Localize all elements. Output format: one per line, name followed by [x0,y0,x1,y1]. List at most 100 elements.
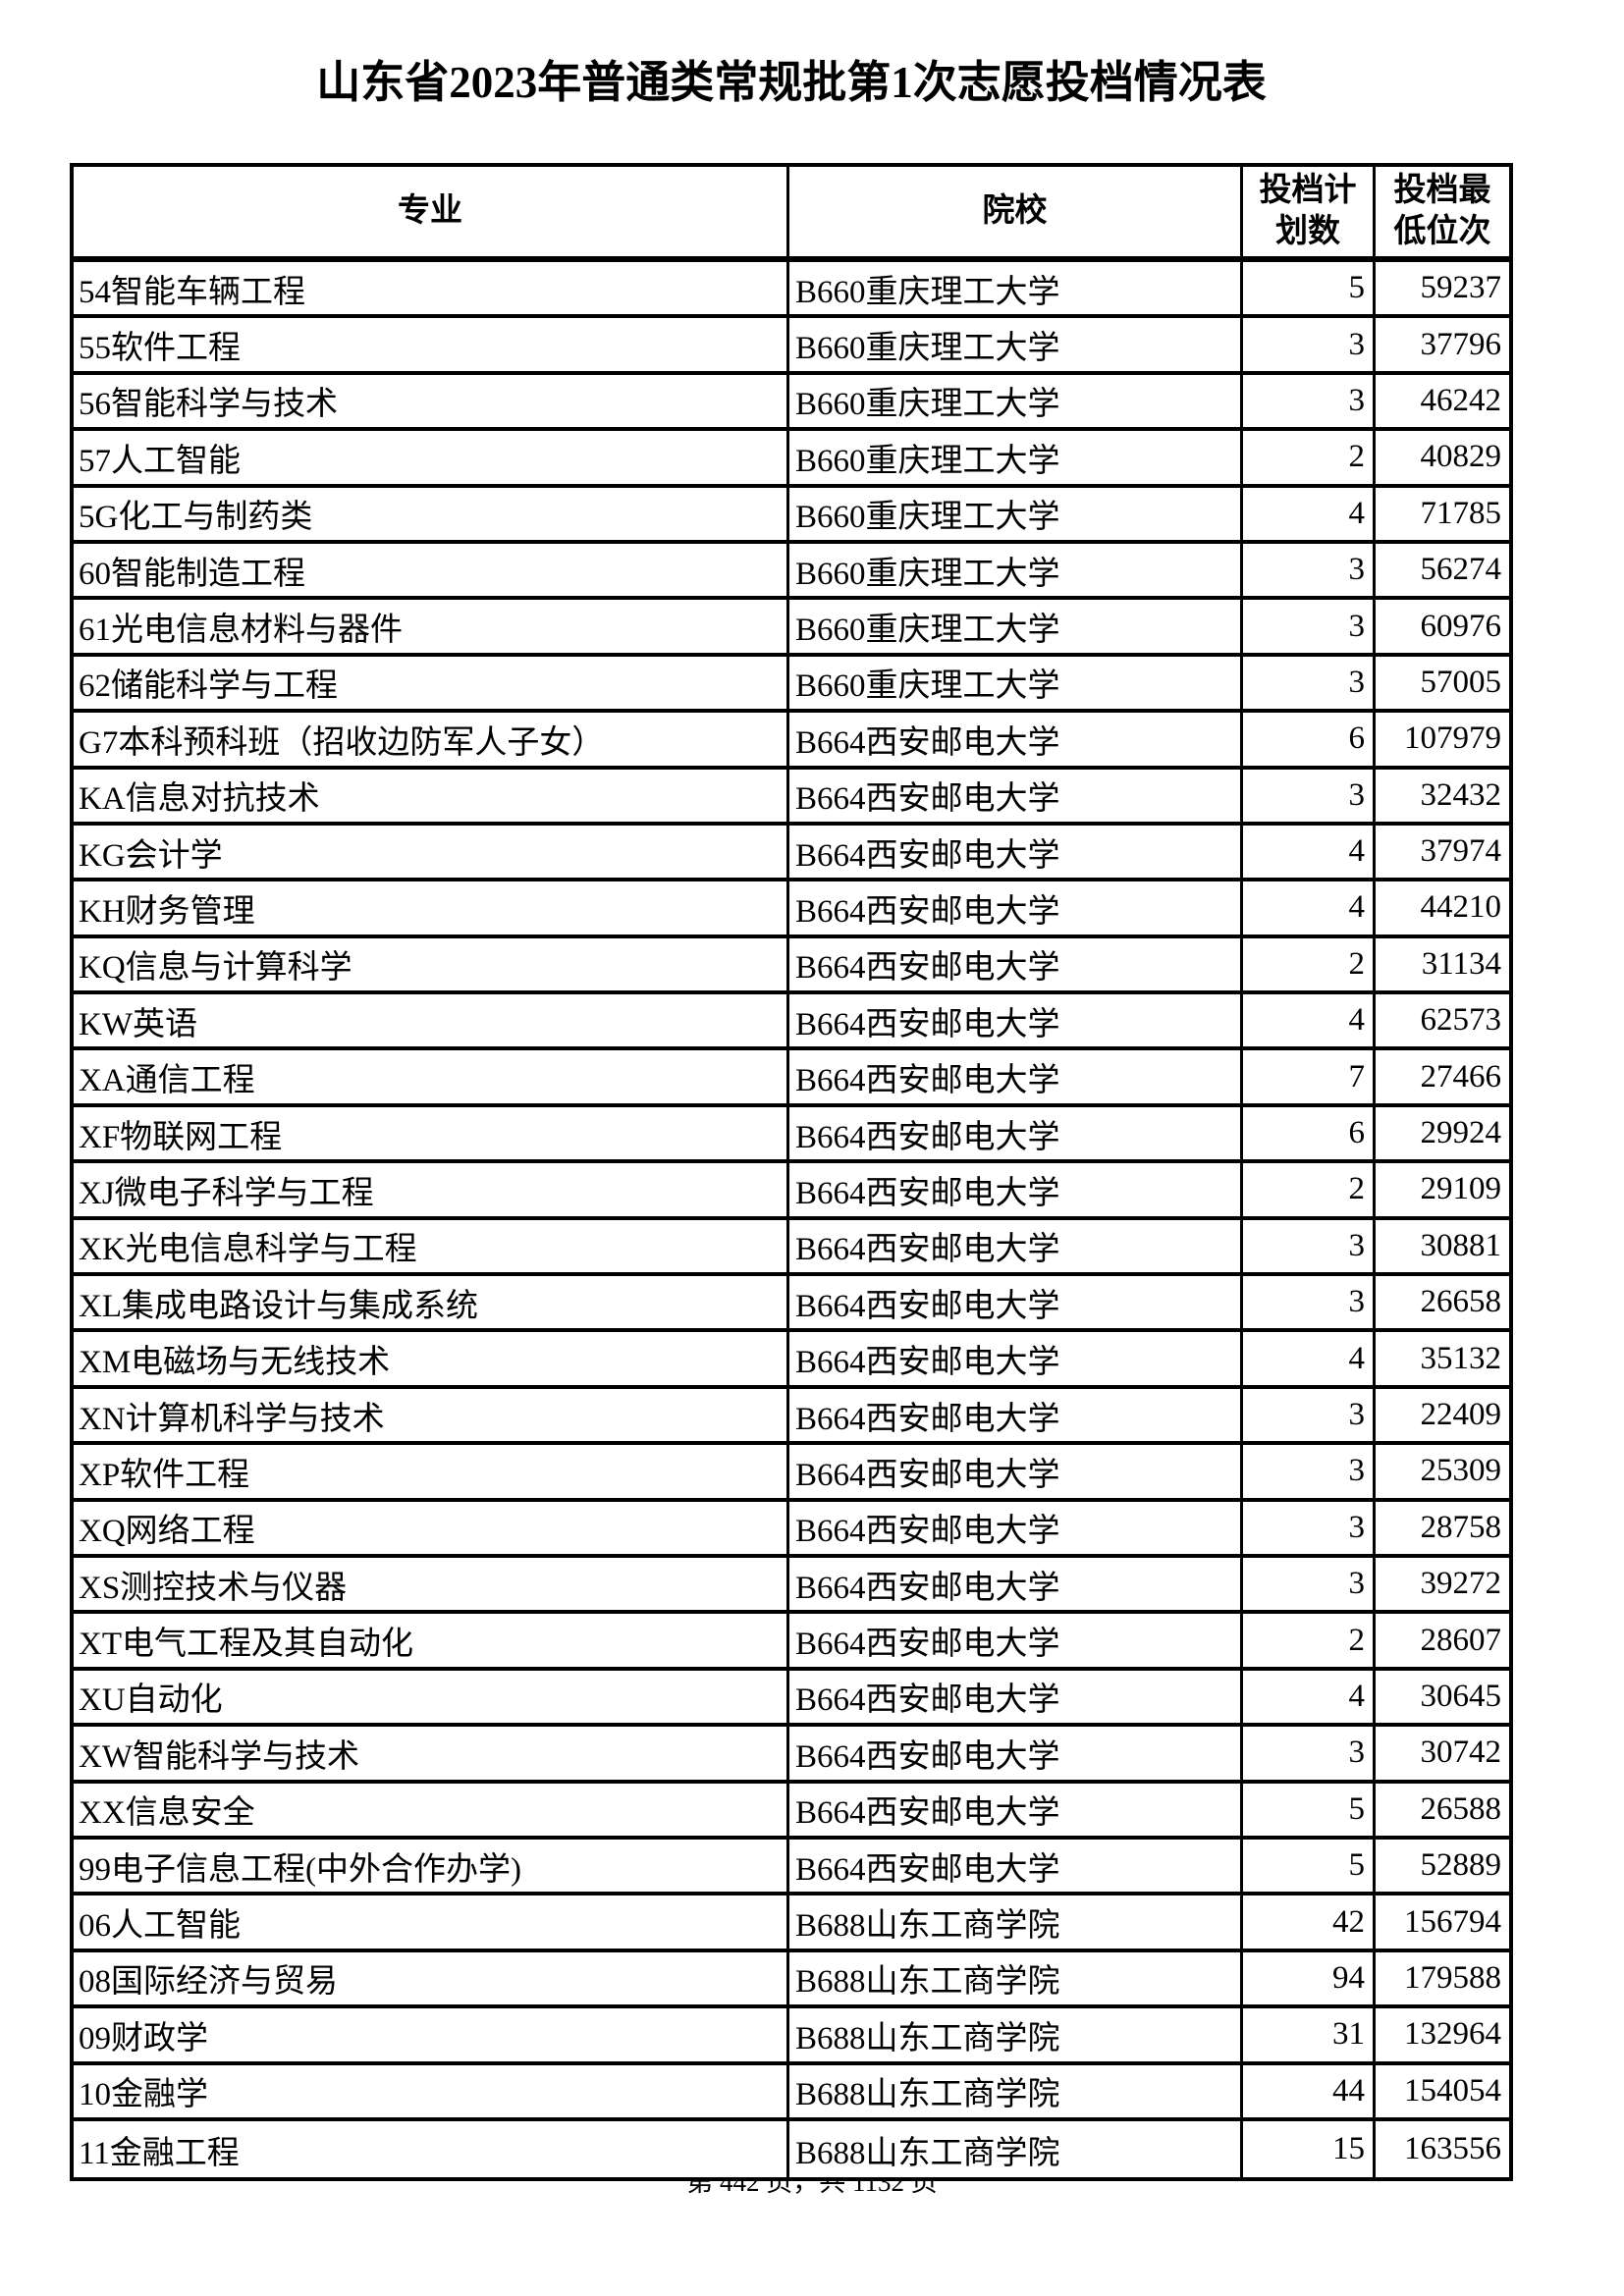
college-cell: B664西安邮电大学 [789,1501,1243,1558]
rank-cell: 35132 [1376,1332,1509,1389]
rank-cell: 22409 [1376,1389,1509,1446]
college-cell: B664西安邮电大学 [789,1050,1243,1107]
table-row: XW智能科学与技术 B664西安邮电大学 3 30742 [74,1727,1509,1784]
plan-cell: 4 [1243,487,1376,544]
plan-cell: 2 [1243,937,1376,995]
major-cell: XP软件工程 [74,1445,789,1502]
plan-cell: 7 [1243,1050,1376,1107]
rank-cell: 56274 [1376,544,1509,601]
rank-cell: 52889 [1376,1840,1509,1896]
college-cell: B660重庆理工大学 [789,431,1243,488]
major-cell: KG会计学 [74,825,789,882]
rank-cell: 26588 [1376,1784,1509,1840]
major-cell: 57人工智能 [74,431,789,488]
table-row: 56智能科学与技术 B660重庆理工大学 3 46242 [74,374,1509,432]
major-cell: 11金融工程 [74,2120,789,2178]
plan-cell: 4 [1243,1670,1376,1728]
table-row: 5G化工与制药类 B660重庆理工大学 4 71785 [74,487,1509,544]
rank-cell: 30742 [1376,1727,1509,1784]
major-cell: G7本科预科班（招收边防军人子女） [74,713,789,770]
plan-cell: 44 [1243,2064,1376,2121]
rank-cell: 28758 [1376,1502,1509,1558]
table-row: XQ网络工程 B664西安邮电大学 3 28758 [74,1501,1509,1558]
major-cell: KQ信息与计算科学 [74,937,789,995]
rank-cell: 44210 [1376,881,1509,938]
major-cell: XL集成电路设计与集成系统 [74,1276,789,1333]
table-row: XK光电信息科学与工程 B664西安邮电大学 3 30881 [74,1219,1509,1277]
college-cell: B660重庆理工大学 [789,600,1243,657]
plan-cell: 5 [1243,1783,1376,1840]
major-cell: XX信息安全 [74,1783,789,1840]
plan-cell: 3 [1243,543,1376,601]
plan-cell: 3 [1243,656,1376,714]
major-cell: KW英语 [74,994,789,1051]
rank-cell: 32432 [1376,770,1509,826]
plan-cell: 15 [1243,2120,1376,2178]
plan-cell: 4 [1243,881,1376,938]
table-row: 99电子信息工程(中外合作办学) B664西安邮电大学 5 52889 [74,1839,1509,1896]
plan-cell: 6 [1243,1106,1376,1164]
college-cell: B664西安邮电大学 [789,1276,1243,1333]
table-header: 专业 院校 投档计 划数 投档最 低位次 [74,167,1509,262]
table-row: 06人工智能 B688山东工商学院 42 156794 [74,1896,1509,1952]
major-cell: 61光电信息材料与器件 [74,600,789,657]
major-cell: 99电子信息工程(中外合作办学) [74,1839,789,1896]
rank-cell: 46242 [1376,375,1509,432]
college-cell: B664西安邮电大学 [789,1388,1243,1446]
college-cell: B664西安邮电大学 [789,1670,1243,1728]
table-row: 54智能车辆工程 B660重庆理工大学 5 59237 [74,262,1509,319]
rank-cell: 163556 [1404,2131,1501,2167]
college-cell: B664西安邮电大学 [789,1839,1243,1896]
table-row: G7本科预科班（招收边防军人子女） B664西安邮电大学 6 107979 [74,713,1509,770]
table-row: KH财务管理 B664西安邮电大学 4 44210 [74,881,1509,938]
table-row: 11金融工程 B688山东工商学院 15 163556 [74,2120,1509,2178]
plan-cell: 3 [1243,1445,1376,1502]
college-cell: B660重庆理工大学 [789,543,1243,601]
plan-cell: 4 [1243,1332,1376,1389]
table-row: 10金融学 B688山东工商学院 44 154054 [74,2064,1509,2121]
college-cell: B664西安邮电大学 [789,1557,1243,1615]
rank-cell: 37796 [1376,318,1509,375]
plan-cell: 3 [1243,1727,1376,1784]
plan-cell: 3 [1243,1557,1376,1615]
rank-cell: 28607 [1376,1614,1509,1671]
table-row: XS测控技术与仪器 B664西安邮电大学 3 39272 [74,1557,1509,1615]
rank-cell: 30881 [1376,1220,1509,1277]
college-cell: B664西安邮电大学 [789,769,1243,826]
college-cell: B664西安邮电大学 [789,881,1243,938]
table-row: 09财政学 B688山东工商学院 31 132964 [74,2008,1509,2065]
rank-cell: 30645 [1376,1671,1509,1728]
rank-cell: 57005 [1376,657,1509,714]
college-cell: B664西安邮电大学 [789,1727,1243,1784]
major-cell: XW智能科学与技术 [74,1727,789,1784]
major-cell: KH财务管理 [74,881,789,938]
major-cell: 55软件工程 [74,318,789,375]
col-header-college: 院校 [789,167,1243,262]
rank-cell: 27466 [1376,1050,1509,1107]
major-cell: 09财政学 [74,2008,789,2065]
plan-cell: 3 [1243,318,1376,375]
rank-cell: 154054 [1376,2065,1509,2121]
plan-cell: 2 [1243,1614,1376,1671]
table-row: XJ微电子科学与工程 B664西安邮电大学 2 29109 [74,1163,1509,1220]
major-cell: 56智能科学与技术 [74,374,789,432]
college-cell: B660重庆理工大学 [789,318,1243,375]
major-cell: XN计算机科学与技术 [74,1388,789,1446]
plan-cell: 3 [1243,1501,1376,1558]
table-row: KQ信息与计算科学 B664西安邮电大学 2 31134 [74,937,1509,995]
col-header-major: 专业 [74,167,789,262]
major-cell: XK光电信息科学与工程 [74,1219,789,1277]
table-row: KG会计学 B664西安邮电大学 4 37974 [74,825,1509,882]
plan-cell: 3 [1243,1219,1376,1277]
plan-cell: 5 [1243,1839,1376,1896]
table-row: XL集成电路设计与集成系统 B664西安邮电大学 3 26658 [74,1276,1509,1333]
college-cell: B664西安邮电大学 [789,1106,1243,1164]
table-row: XX信息安全 B664西安邮电大学 5 26588 [74,1783,1509,1840]
rank-cell: 132964 [1376,2008,1509,2065]
rank-cell: 156794 [1376,1896,1509,1952]
plan-cell: 4 [1243,825,1376,882]
plan-cell: 6 [1243,713,1376,770]
col-header-plan: 投档计 划数 [1243,167,1376,262]
plan-cell: 3 [1243,1388,1376,1446]
plan-cell: 3 [1243,600,1376,657]
